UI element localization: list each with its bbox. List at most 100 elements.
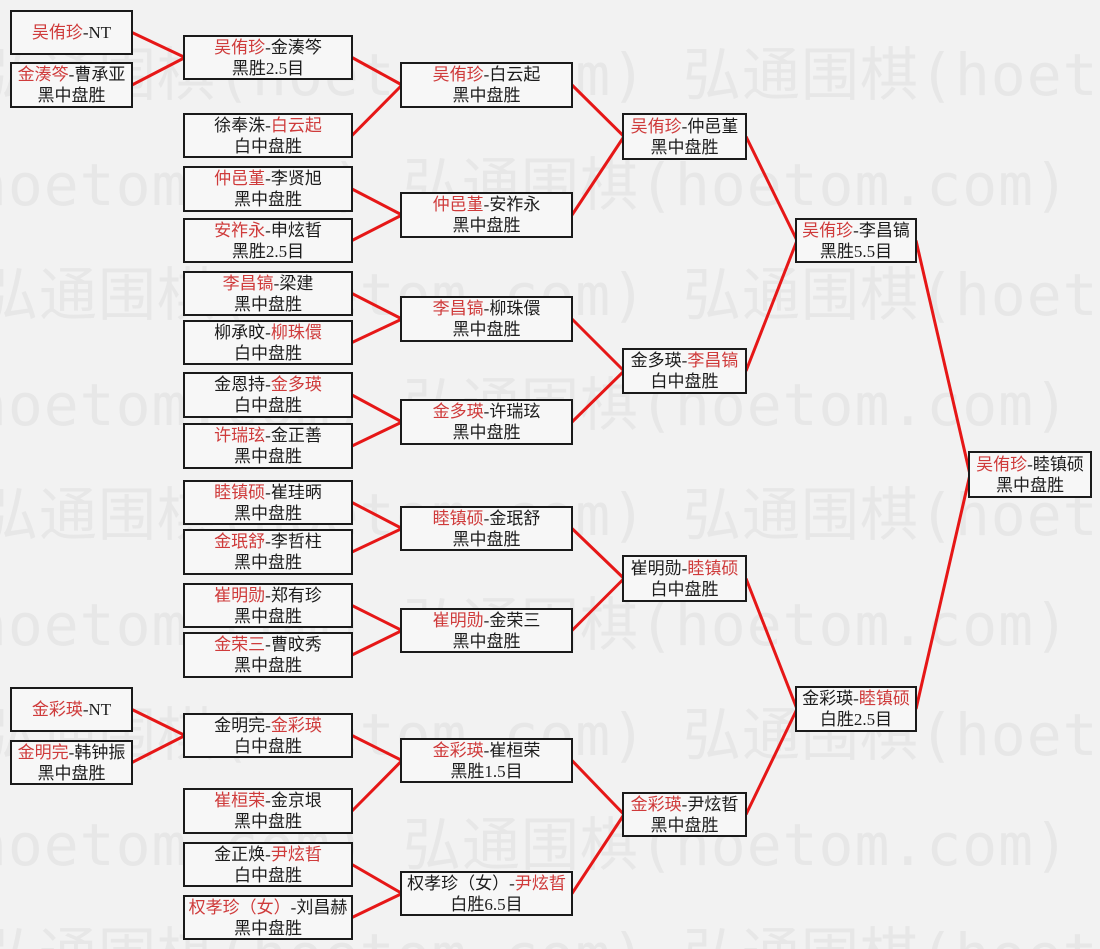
vs-dash: - xyxy=(265,715,271,735)
player-name: 金荣三 xyxy=(489,610,541,630)
player-name: NT xyxy=(88,700,112,719)
player-name: 李昌镐 xyxy=(687,351,739,370)
match-box-d4: 金彩瑛-尹炫晢 黑中盘胜 xyxy=(622,792,747,837)
match-result: 白中盘胜 xyxy=(234,136,302,156)
vs-dash: - xyxy=(483,195,490,214)
player-name: 崔明勋 xyxy=(214,585,266,605)
connector-line xyxy=(350,759,404,813)
connector-line xyxy=(350,83,404,137)
match-result: 黑中盘胜 xyxy=(650,137,719,157)
match-players: 安祚永-申炫晢 xyxy=(214,220,322,241)
match-box-b2: 徐奉洙-白云起 白中盘胜 xyxy=(183,113,353,158)
connector-line xyxy=(351,604,403,632)
match-box-c4: 金多瑛-许瑞玹 黑中盘胜 xyxy=(400,399,573,445)
vs-dash: - xyxy=(1027,454,1033,474)
match-players: 仲邑堇-李贤旭 xyxy=(214,168,322,189)
player-name: 许瑞玹 xyxy=(489,402,541,421)
vs-dash: - xyxy=(483,610,490,630)
vs-dash: - xyxy=(273,273,280,293)
match-players: 吴侑珍-金湊笒 xyxy=(214,37,322,58)
match-result: 白中盘胜 xyxy=(650,372,719,391)
match-box-c7: 金彩瑛-崔桓荣 黑胜1.5目 xyxy=(400,738,573,783)
match-box-a4: 金明完-韩钟振 黑中盘胜 xyxy=(10,740,133,785)
player-name: 金彩瑛 xyxy=(432,740,484,760)
vs-dash: - xyxy=(265,426,271,445)
match-players: 金正焕-尹炫晢 xyxy=(214,844,322,865)
match-box-b6: 柳承旼-柳珠儇 白中盘胜 xyxy=(183,320,353,365)
player-name: 崔桓荣 xyxy=(214,791,266,810)
player-name: 柳承旼 xyxy=(214,322,266,342)
vs-dash: - xyxy=(509,873,515,893)
vs-dash: - xyxy=(483,299,490,318)
player-name: 刘昌赫 xyxy=(296,897,348,917)
player-name: 金珉舒 xyxy=(214,532,266,551)
connector-line xyxy=(351,527,403,554)
match-players: 柳承旼-柳珠儇 xyxy=(214,322,322,343)
connector-line xyxy=(351,317,403,344)
vs-dash: - xyxy=(290,897,297,917)
match-result: 黑中盘胜 xyxy=(452,423,521,442)
player-name: 韩钟振 xyxy=(74,742,126,762)
match-box-c3: 李昌镐-柳珠儇 黑中盘胜 xyxy=(400,296,573,342)
match-box-b12: 金荣三-曹旼秀 黑中盘胜 xyxy=(183,632,353,678)
player-name: 吴侑珍 xyxy=(802,220,854,240)
player-name: 许瑞玹 xyxy=(214,426,266,445)
vs-dash: - xyxy=(483,65,490,84)
match-result: 白中盘胜 xyxy=(234,865,302,885)
connector-line xyxy=(351,629,403,657)
match-box-c2: 仲邑堇-安祚永 黑中盘胜 xyxy=(400,192,573,238)
player-name: 仲邑堇 xyxy=(432,195,484,214)
player-name: 徐奉洙 xyxy=(214,115,266,135)
match-players: 金珉舒-李哲柱 xyxy=(214,531,322,552)
connector-line xyxy=(744,135,799,242)
match-box-a3: 金彩瑛-NT xyxy=(10,687,133,732)
vs-dash: - xyxy=(483,508,490,528)
player-name: 吴侑珍 xyxy=(630,116,682,136)
player-name: 崔明勋 xyxy=(630,558,682,578)
match-players: 金恩持-金多瑛 xyxy=(214,374,322,395)
player-name: 仲邑堇 xyxy=(214,169,266,188)
connector-line xyxy=(570,135,626,216)
match-result: 黑中盘胜 xyxy=(234,294,302,314)
match-result: 白中盘胜 xyxy=(234,736,302,756)
match-result: 白胜2.5目 xyxy=(819,710,893,729)
match-box-b8: 许瑞玹-金正善 黑中盘胜 xyxy=(183,423,353,469)
match-players: 金明完-韩钟振 xyxy=(18,742,126,763)
vs-dash: - xyxy=(265,635,271,654)
match-players: 崔明勋-金荣三 xyxy=(433,610,541,631)
match-players: 睦镇硕-金珉舒 xyxy=(433,508,541,529)
connector-line xyxy=(351,892,403,919)
connector-line xyxy=(351,393,403,424)
player-name: 睦镇硕 xyxy=(858,689,910,708)
player-name: 李昌镐 xyxy=(222,273,274,293)
vs-dash: - xyxy=(853,220,859,240)
match-box-b10: 金珉舒-李哲柱 黑中盘胜 xyxy=(183,529,353,575)
match-box-b11: 崔明勋-郑有珍 黑中盘胜 xyxy=(183,583,353,628)
player-name: 金荣三 xyxy=(214,635,266,654)
player-name: 睦镇硕 xyxy=(1032,454,1084,474)
match-players: 李昌镐-梁建 xyxy=(223,273,314,294)
match-players: 睦镇硕-崔珪昞 xyxy=(214,482,322,503)
vs-dash: - xyxy=(265,482,271,502)
player-name: 金正焕 xyxy=(214,844,266,864)
player-name: 金彩瑛 xyxy=(802,689,854,708)
match-result: 白中盘胜 xyxy=(234,396,302,415)
connector-line xyxy=(351,420,403,448)
player-name: 金多瑛 xyxy=(630,351,682,370)
player-name: 金多瑛 xyxy=(432,402,484,421)
player-name: 安祚永 xyxy=(489,195,541,214)
player-name: 李贤旭 xyxy=(270,169,322,188)
match-players: 吴侑珍-李昌镐 xyxy=(802,220,910,241)
match-players: 吴侑珍-白云起 xyxy=(433,64,541,85)
player-name: 金京垠 xyxy=(270,791,322,810)
player-name: 梁建 xyxy=(279,273,314,293)
connector-line xyxy=(131,31,186,59)
vs-dash: - xyxy=(265,115,271,135)
player-name: 吴侑珍 xyxy=(31,23,83,42)
match-players: 崔桓荣-金京垠 xyxy=(214,790,322,811)
match-players: 李昌镐-柳珠儇 xyxy=(433,298,541,319)
connector-line xyxy=(570,83,626,138)
match-result: 黑胜5.5目 xyxy=(819,241,893,261)
match-players: 崔明勋-郑有珍 xyxy=(214,585,322,606)
match-players: 金彩瑛-崔桓荣 xyxy=(433,740,541,761)
